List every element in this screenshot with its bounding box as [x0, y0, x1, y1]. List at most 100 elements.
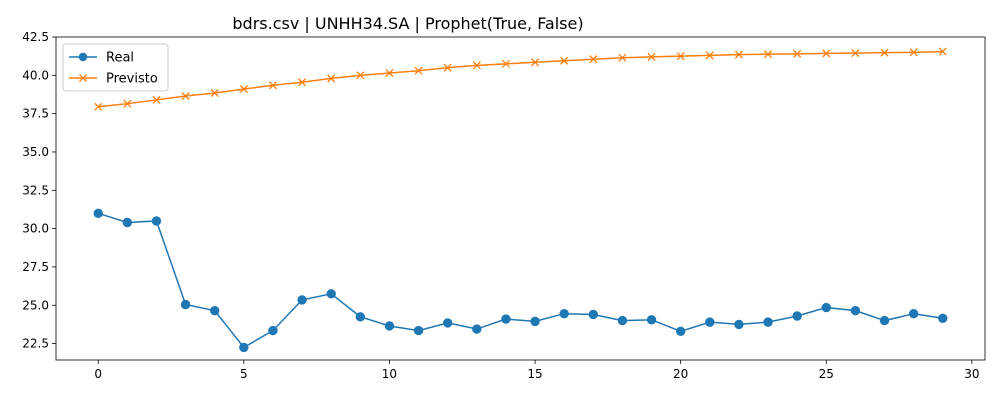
legend-box: [62, 43, 169, 92]
x-tick-label: 5: [240, 367, 248, 381]
data-point-stroke: [414, 66, 423, 75]
data-point: [763, 50, 773, 59]
data-point-stroke: [909, 48, 918, 57]
chart-title: bdrs.csv | UNHH34.SA | Prophet(True, Fal…: [232, 14, 583, 33]
data-point-stroke: [327, 74, 336, 83]
data-point: [589, 55, 598, 64]
y-tick-label: 35.0: [22, 145, 49, 159]
data-point: [180, 299, 191, 310]
data-point: [123, 99, 132, 108]
x-tick-label: 25: [819, 367, 834, 381]
data-point: [501, 314, 511, 324]
data-point: [268, 325, 278, 336]
data-point-stroke: [647, 52, 656, 61]
data-point-stroke: [589, 55, 598, 64]
y-tick-label: 40.0: [22, 68, 49, 82]
data-point: [676, 52, 685, 61]
data-point: [822, 49, 831, 58]
data-point-stroke: [734, 50, 743, 59]
data-point: [298, 78, 307, 87]
data-point-stroke: [793, 49, 802, 58]
data-point-stroke: [210, 88, 219, 98]
data-point: [413, 325, 424, 336]
data-point: [297, 295, 307, 305]
data-point: [588, 309, 599, 320]
legend-marker: [78, 52, 88, 62]
x-tick-label: 30: [964, 367, 979, 381]
legend: Real Previsto: [62, 43, 169, 92]
data-point: [938, 47, 947, 56]
data-point: [647, 52, 656, 61]
data-point: [531, 58, 540, 67]
data-point: [909, 48, 918, 57]
data-point: [472, 61, 481, 70]
data-point-stroke: [123, 99, 132, 108]
data-point: [646, 315, 657, 325]
data-point: [443, 63, 452, 72]
data-point: [327, 74, 336, 83]
data-point-stroke: [385, 68, 394, 78]
data-point: [879, 315, 890, 326]
y-tick-label: 27.5: [22, 260, 49, 274]
data-point: [210, 88, 219, 98]
y-tick-label: 32.5: [22, 183, 49, 197]
data-point-stroke: [938, 47, 947, 56]
data-point-stroke: [822, 49, 831, 58]
data-point-stroke: [94, 102, 103, 111]
data-point: [414, 66, 423, 75]
data-point: [268, 81, 278, 90]
data-point-stroke: [531, 58, 540, 67]
y-tick-label: 42.5: [22, 30, 49, 44]
data-point-stroke: [472, 61, 481, 70]
y-tick-label: 22.5: [22, 337, 49, 351]
data-point-stroke: [298, 78, 307, 87]
data-point: [793, 49, 802, 58]
data-point: [151, 216, 162, 226]
data-point: [618, 53, 627, 62]
data-point: [152, 95, 161, 104]
data-point-stroke: [676, 52, 685, 61]
data-point: [850, 305, 861, 316]
series-line-real: [98, 212, 943, 349]
data-point-stroke: [851, 49, 860, 58]
data-point: [908, 309, 919, 319]
x-tick-label: 0: [94, 367, 102, 381]
y-tick-label: 30.0: [22, 222, 49, 236]
legend-label: Previsto: [106, 72, 158, 87]
legend-marker: [78, 73, 88, 83]
data-point-stroke: [560, 56, 569, 65]
data-point: [734, 50, 743, 59]
data-point-stroke: [152, 95, 161, 104]
data-point: [210, 305, 220, 316]
x-tick-label: 20: [673, 367, 688, 381]
data-point: [851, 49, 860, 58]
data-point: [442, 318, 453, 328]
data-point: [501, 59, 510, 68]
data-point-stroke: [443, 63, 452, 72]
data-point: [384, 321, 395, 331]
data-point-stroke: [239, 85, 248, 94]
data-point: [385, 68, 394, 78]
x-tick-label: 15: [527, 367, 542, 381]
data-point-stroke: [763, 50, 773, 59]
data-point: [560, 56, 569, 65]
data-point: [734, 319, 744, 330]
data-point: [122, 217, 133, 228]
data-point: [181, 91, 190, 101]
data-point: [239, 85, 248, 94]
data-point-stroke: [501, 59, 510, 68]
legend-label: Real: [106, 51, 134, 66]
y-tick-label: 25.0: [22, 298, 49, 312]
data-point: [239, 342, 249, 353]
data-point: [94, 102, 103, 111]
data-point: [938, 313, 948, 324]
axes-frame: [55, 36, 986, 361]
y-tick-label: 37.5: [22, 107, 49, 121]
data-point: [472, 324, 482, 334]
data-point: [326, 289, 336, 299]
data-point: [93, 208, 103, 218]
series-line-previsto: [98, 50, 943, 108]
data-point: [530, 316, 540, 327]
data-point-stroke: [356, 71, 365, 80]
data-point-stroke: [880, 48, 889, 57]
